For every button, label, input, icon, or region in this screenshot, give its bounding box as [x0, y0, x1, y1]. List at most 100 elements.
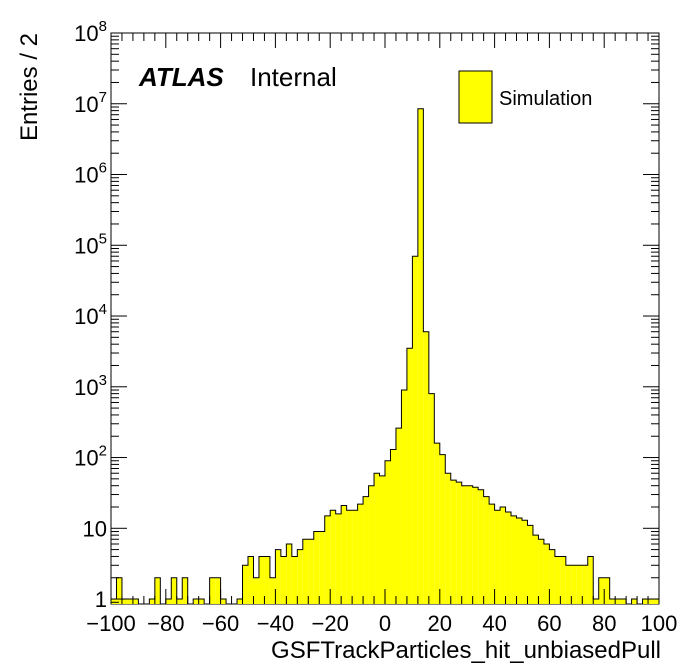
- histogram-bar: [176, 599, 183, 604]
- histogram-bar: [248, 556, 254, 604]
- histogram-bar: [406, 348, 413, 604]
- histogram-bar: [149, 599, 155, 604]
- histogram-bar: [390, 449, 396, 604]
- histogram-bar: [478, 489, 484, 604]
- histogram-bar: [467, 485, 473, 604]
- x-tick-label: 20: [428, 611, 452, 636]
- histogram-bar: [565, 565, 572, 604]
- x-tick-label: 60: [537, 611, 561, 636]
- histogram-bar: [412, 256, 418, 604]
- histogram-bar: [615, 599, 621, 604]
- atlas-label: ATLAS: [138, 62, 224, 92]
- internal-label: Internal: [250, 62, 337, 92]
- histogram-bar: [538, 539, 544, 604]
- histogram-bar: [401, 390, 407, 604]
- histogram-bar: [242, 565, 248, 604]
- histogram-bar: [165, 599, 172, 604]
- histogram-step-outline: [110, 108, 660, 605]
- histogram-bar: [472, 487, 479, 604]
- histogram-bar: [111, 599, 117, 604]
- histogram-bar: [335, 513, 342, 604]
- y-tick-label: 106: [74, 160, 107, 188]
- x-tick-label: 100: [641, 611, 678, 636]
- histogram-bar: [500, 506, 506, 604]
- x-tick-label: −80: [147, 611, 184, 636]
- histogram-bar: [385, 460, 391, 604]
- histogram-bar: [505, 511, 512, 604]
- x-tick-label: 40: [482, 611, 506, 636]
- x-axis-title: GSFTrackParticles_hit_unbiasedPull: [271, 637, 661, 664]
- histogram-bar: [395, 428, 402, 604]
- histogram-bar: [456, 482, 462, 604]
- histogram-bar: [352, 510, 358, 604]
- histogram-bar: [642, 599, 649, 604]
- histogram-bar: [121, 599, 128, 604]
- histogram-outline: [110, 108, 660, 605]
- histogram-bar: [620, 599, 627, 604]
- histogram-bar: [461, 485, 468, 604]
- histogram-bar: [286, 543, 292, 604]
- histogram-bar: [341, 505, 347, 604]
- histogram-bar: [258, 556, 265, 604]
- histogram-bar: [445, 473, 451, 604]
- histogram-bar: [171, 577, 177, 604]
- histogram-bar: [237, 599, 243, 604]
- histogram-bar: [609, 599, 616, 604]
- histogram-bars: [111, 108, 659, 605]
- histogram-bar: [587, 556, 594, 604]
- y-tick-label: 107: [74, 89, 107, 117]
- axes: −100 −80 −60 −40 −20 0 20 40 60 80 100 1 10 102 103 104…: [74, 18, 677, 636]
- x-tick-label: 0: [379, 611, 391, 636]
- histogram-bar: [324, 515, 331, 604]
- histogram-bar: [269, 577, 276, 604]
- histogram-bar: [346, 510, 353, 604]
- legend-entry-simulation: Simulation: [499, 88, 592, 110]
- y-tick-label: 104: [74, 301, 107, 329]
- histogram-bar: [193, 599, 199, 604]
- histogram-bar: [434, 443, 440, 604]
- histogram-bar: [450, 480, 457, 604]
- y-tick-label: 105: [74, 230, 107, 258]
- histogram-bar: [494, 510, 501, 604]
- y-tick-label: 10: [83, 516, 107, 541]
- histogram-bar: [489, 504, 495, 604]
- x-tick-label: −40: [257, 611, 294, 636]
- histogram-bar: [302, 539, 309, 604]
- histogram-bar: [215, 577, 221, 604]
- y-axis-title: Entries / 2: [16, 33, 43, 141]
- legend-swatch: [458, 70, 493, 124]
- y-tick-label: 1: [95, 587, 107, 612]
- histogram-bar: [483, 496, 490, 604]
- histogram-bar: [319, 531, 325, 604]
- y-tick-label: 102: [74, 443, 107, 471]
- histogram-bar: [532, 535, 539, 604]
- histogram-bar: [511, 515, 517, 604]
- histogram-bar: [330, 510, 336, 604]
- histogram-bar: [313, 531, 320, 604]
- histogram-bar: [253, 577, 259, 604]
- histogram-bar: [516, 517, 522, 604]
- histogram-bar: [198, 599, 205, 604]
- histogram-bar: [374, 473, 380, 604]
- histogram-bar: [648, 599, 654, 604]
- histogram-bar: [560, 556, 566, 604]
- histogram-bar: [379, 475, 385, 604]
- histogram-bar: [554, 556, 561, 604]
- histogram-bar: [275, 549, 281, 604]
- histogram-bar: [116, 577, 122, 604]
- histogram-bar: [543, 543, 550, 604]
- histogram-bar: [582, 565, 588, 604]
- histogram-bar: [368, 485, 375, 604]
- histogram-bar: [308, 539, 314, 604]
- histogram-bar: [598, 577, 605, 604]
- histogram-bar: [291, 556, 298, 604]
- histogram-bar: [439, 454, 446, 604]
- x-tick-label: 80: [592, 611, 616, 636]
- y-tick-label: 108: [74, 18, 107, 46]
- histogram-bar: [631, 599, 638, 604]
- histogram-bar: [220, 599, 227, 604]
- y-tick-label: 103: [74, 372, 107, 400]
- histogram-bar: [209, 577, 216, 604]
- histogram-bar: [132, 599, 139, 604]
